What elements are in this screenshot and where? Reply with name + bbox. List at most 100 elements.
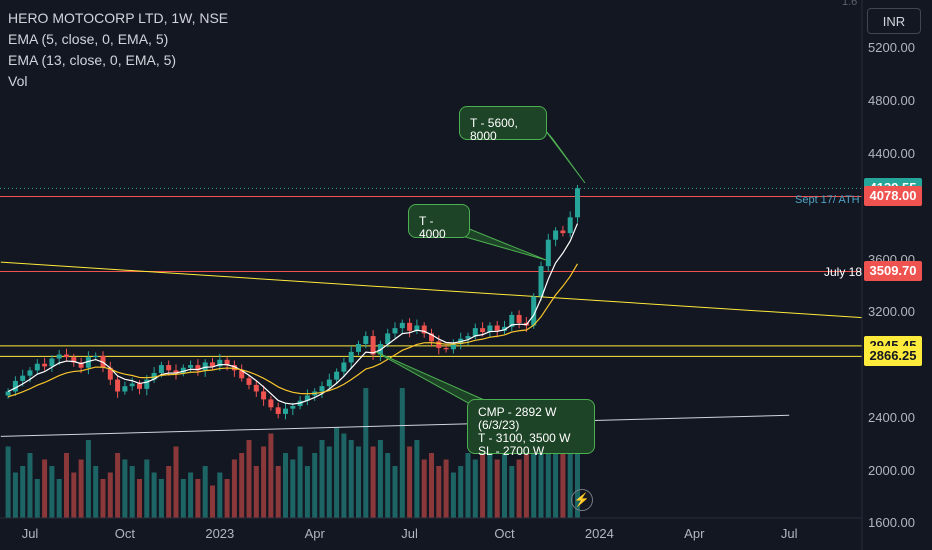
trendlines	[0, 261, 863, 437]
candle-body	[560, 230, 566, 234]
target-callout-mid[interactable]: T - 4000	[408, 204, 470, 241]
candle-body	[268, 399, 274, 408]
volume-bar	[545, 407, 551, 518]
trade-callout-stoploss: SL - 2700 W	[478, 444, 545, 458]
volume-bar	[166, 466, 172, 518]
volume-bar	[348, 440, 354, 518]
volume-bar	[151, 472, 157, 518]
trade-callout[interactable]: CMP - 2892 W (6/3/23) T - 3100, 3500 W S…	[467, 399, 595, 458]
y-tick-label: 4800.00	[868, 93, 915, 109]
volume-bar	[180, 479, 186, 518]
chart-legend: HERO MOTOCORP LTD, 1W, NSE EMA (5, close…	[8, 8, 228, 92]
callout-pointer	[461, 225, 547, 261]
volume-bar	[516, 459, 522, 518]
candle-body	[34, 363, 40, 371]
candle-body	[12, 380, 18, 392]
target-callout-mid-text: T - 4000	[419, 214, 446, 241]
volume-bar	[304, 466, 310, 518]
candle-body	[494, 325, 500, 331]
x-tick-label: Oct	[494, 526, 515, 541]
x-tick-label: Jul	[401, 526, 418, 541]
candle-body	[180, 367, 186, 374]
candle-body	[246, 378, 252, 385]
trendline	[0, 261, 863, 319]
currency-button[interactable]: INR	[867, 8, 921, 34]
candle-body	[465, 336, 471, 339]
volume-bar	[421, 459, 427, 518]
july-price-tag: 3509.70	[864, 261, 922, 282]
candle-body	[363, 336, 369, 344]
volume-bar	[64, 453, 69, 518]
candle-body	[107, 367, 113, 380]
volume-bars	[5, 388, 580, 518]
x-tick-label: Apr	[304, 526, 325, 541]
candle-body	[231, 365, 237, 371]
callout-pointers	[375, 129, 586, 405]
volume-legend[interactable]: Vol	[8, 73, 28, 89]
volume-bar	[253, 466, 259, 518]
candle-body	[64, 354, 69, 358]
candle-body	[414, 325, 420, 331]
target-callout-top[interactable]: T - 5600, 8000	[459, 106, 547, 143]
pane-scale-label: 1.6	[842, 0, 858, 8]
candle-body	[275, 407, 281, 414]
ema5-legend[interactable]: EMA (5, close, 0, EMA, 5)	[8, 31, 169, 47]
trade-callout-targets: T - 3100, 3500 W	[478, 431, 571, 445]
volume-bar	[414, 440, 420, 518]
volume-bar	[20, 466, 26, 518]
volume-bar	[399, 388, 405, 518]
volume-bar	[523, 440, 529, 518]
candle-body	[93, 355, 99, 358]
volume-bar	[34, 479, 40, 518]
volume-bar	[210, 485, 215, 518]
volume-bar	[575, 440, 580, 518]
lightning-icon[interactable]: ⚡	[571, 489, 593, 511]
volume-bar	[129, 466, 135, 518]
volume-bar	[12, 472, 18, 518]
ema13-legend[interactable]: EMA (13, close, 0, EMA, 5)	[8, 52, 177, 68]
candle-body	[567, 217, 573, 234]
volume-bar	[334, 427, 340, 518]
callout-pointer	[544, 129, 586, 184]
volume-bar	[392, 466, 398, 518]
volume-bar	[100, 479, 106, 518]
candle-body	[290, 406, 296, 409]
y-tick-label: 3200.00	[868, 304, 915, 320]
candle-body	[407, 322, 413, 331]
volume-bar	[93, 466, 99, 518]
candle-body	[304, 395, 310, 401]
candle-body	[348, 351, 354, 363]
ema13-line	[7, 263, 579, 398]
candle-body	[356, 343, 361, 352]
volume-bar	[502, 453, 507, 518]
candle-body	[122, 386, 128, 392]
volume-bar	[356, 446, 361, 518]
volume-bar	[297, 446, 303, 518]
x-tick-label: 2024	[584, 526, 614, 541]
volume-bar	[326, 446, 332, 518]
candle-body	[173, 370, 179, 374]
candle-body	[85, 357, 91, 368]
volume-bar	[217, 472, 223, 518]
y-tick-label: 5200.00	[868, 40, 915, 56]
ema-lines	[7, 223, 579, 405]
volume-bar	[436, 466, 442, 518]
candle-body	[261, 391, 267, 400]
candle-body	[385, 333, 391, 344]
volume-bar	[283, 453, 288, 518]
candle-body	[480, 328, 486, 333]
volume-bar	[494, 459, 500, 518]
support-price-tag-lower: 2866.25	[864, 346, 922, 367]
candle-body	[450, 343, 456, 350]
y-tick-label: 2400.00	[868, 409, 915, 425]
candle-body	[421, 325, 427, 334]
volume-bar	[71, 472, 77, 518]
symbol-title[interactable]: HERO MOTOCORP LTD, 1W, NSE	[8, 10, 229, 26]
volume-bar	[531, 446, 537, 518]
volume-bar	[27, 453, 33, 518]
candle-body	[283, 408, 288, 414]
x-tick-label: Jul	[780, 526, 798, 541]
volume-bar	[78, 459, 84, 518]
volume-bar	[385, 453, 391, 518]
